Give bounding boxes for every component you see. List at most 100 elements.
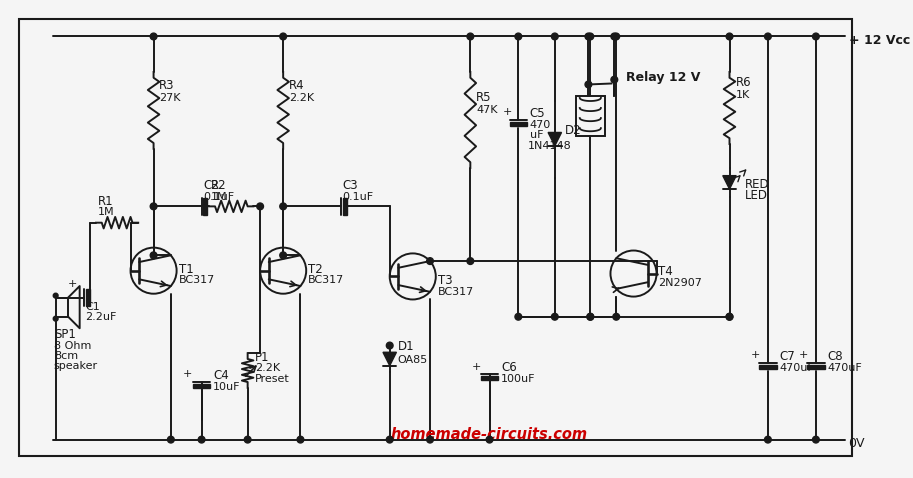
Circle shape bbox=[297, 436, 304, 443]
Circle shape bbox=[587, 314, 593, 320]
Polygon shape bbox=[760, 365, 777, 369]
Text: R3: R3 bbox=[160, 79, 174, 92]
Polygon shape bbox=[481, 376, 498, 380]
Text: Preset: Preset bbox=[256, 374, 290, 384]
Text: C2: C2 bbox=[204, 179, 219, 192]
Text: D2: D2 bbox=[564, 124, 581, 137]
Text: C1: C1 bbox=[86, 302, 100, 312]
Polygon shape bbox=[383, 352, 396, 366]
Text: 2.2K: 2.2K bbox=[256, 363, 280, 373]
Circle shape bbox=[245, 436, 251, 443]
Circle shape bbox=[764, 33, 771, 40]
Text: uF: uF bbox=[530, 130, 543, 140]
Text: R5: R5 bbox=[476, 91, 491, 104]
Text: 1N4148: 1N4148 bbox=[528, 141, 572, 151]
Circle shape bbox=[53, 293, 58, 298]
Circle shape bbox=[551, 314, 558, 320]
Text: BC317: BC317 bbox=[179, 275, 215, 285]
Circle shape bbox=[585, 33, 592, 40]
Circle shape bbox=[467, 33, 474, 40]
Text: BC317: BC317 bbox=[437, 287, 474, 297]
Text: 1K: 1K bbox=[736, 90, 750, 100]
Text: C8: C8 bbox=[827, 350, 843, 363]
Circle shape bbox=[515, 33, 521, 40]
Circle shape bbox=[426, 258, 434, 264]
Text: speaker: speaker bbox=[54, 360, 98, 370]
Text: 0.1uF: 0.1uF bbox=[342, 192, 373, 202]
Circle shape bbox=[151, 203, 157, 210]
Circle shape bbox=[813, 436, 819, 443]
Text: 0.1uF: 0.1uF bbox=[204, 192, 235, 202]
Text: C5: C5 bbox=[530, 107, 545, 120]
Polygon shape bbox=[193, 384, 210, 388]
Text: 2.2K: 2.2K bbox=[289, 93, 314, 103]
Circle shape bbox=[587, 33, 593, 40]
Circle shape bbox=[587, 314, 593, 320]
Polygon shape bbox=[807, 365, 824, 369]
Circle shape bbox=[611, 76, 618, 83]
Text: +: + bbox=[472, 361, 482, 371]
Circle shape bbox=[386, 342, 394, 349]
Text: C3: C3 bbox=[342, 179, 358, 192]
Bar bbox=[576, 96, 604, 136]
Text: C6: C6 bbox=[501, 361, 517, 374]
Text: +: + bbox=[503, 107, 512, 117]
Text: 8cm: 8cm bbox=[54, 351, 78, 361]
Text: OA85: OA85 bbox=[397, 355, 427, 365]
Circle shape bbox=[167, 436, 174, 443]
Text: BC317: BC317 bbox=[308, 275, 344, 285]
Text: 47K: 47K bbox=[476, 105, 498, 115]
Circle shape bbox=[726, 314, 733, 320]
Text: 470uF: 470uF bbox=[780, 362, 814, 372]
Circle shape bbox=[813, 33, 819, 40]
Text: 8 Ohm: 8 Ohm bbox=[54, 341, 91, 351]
Text: C7: C7 bbox=[780, 350, 795, 363]
Text: C4: C4 bbox=[213, 369, 229, 382]
Text: +: + bbox=[750, 350, 760, 360]
Polygon shape bbox=[723, 175, 736, 189]
Text: R1: R1 bbox=[98, 196, 113, 208]
Text: 27K: 27K bbox=[160, 93, 181, 103]
Text: 2.2uF: 2.2uF bbox=[86, 312, 117, 322]
Text: Relay 12 V: Relay 12 V bbox=[625, 71, 700, 84]
Polygon shape bbox=[204, 198, 207, 215]
Circle shape bbox=[151, 252, 157, 259]
Bar bbox=[56, 297, 68, 317]
Circle shape bbox=[198, 436, 205, 443]
Polygon shape bbox=[509, 122, 527, 126]
Text: R2: R2 bbox=[211, 179, 226, 192]
Circle shape bbox=[257, 203, 264, 210]
Circle shape bbox=[726, 33, 733, 40]
Text: +: + bbox=[799, 350, 808, 360]
Circle shape bbox=[515, 314, 521, 320]
Text: T3: T3 bbox=[437, 274, 452, 287]
Text: T2: T2 bbox=[308, 262, 323, 276]
Text: 10uF: 10uF bbox=[213, 382, 241, 391]
Text: 100uF: 100uF bbox=[501, 374, 536, 384]
Circle shape bbox=[611, 33, 618, 40]
Circle shape bbox=[467, 258, 474, 264]
Circle shape bbox=[426, 436, 434, 443]
Text: 470uF: 470uF bbox=[827, 362, 862, 372]
Text: + 12 Vcc: + 12 Vcc bbox=[848, 34, 909, 47]
Text: R4: R4 bbox=[289, 79, 305, 92]
Circle shape bbox=[613, 33, 620, 40]
Text: 2N2907: 2N2907 bbox=[658, 278, 702, 288]
Text: +: + bbox=[68, 279, 78, 289]
Circle shape bbox=[585, 81, 592, 88]
Text: 470: 470 bbox=[530, 120, 551, 130]
Circle shape bbox=[279, 33, 287, 40]
Circle shape bbox=[53, 316, 58, 321]
Text: D1: D1 bbox=[397, 340, 414, 353]
Text: T4: T4 bbox=[658, 265, 673, 279]
Text: homemade-circuits.com: homemade-circuits.com bbox=[391, 427, 588, 442]
Text: 1M: 1M bbox=[98, 207, 114, 217]
Text: RED: RED bbox=[745, 178, 770, 191]
Circle shape bbox=[279, 252, 287, 259]
Circle shape bbox=[279, 203, 287, 210]
Text: +: + bbox=[183, 369, 192, 379]
Circle shape bbox=[151, 33, 157, 40]
Circle shape bbox=[386, 436, 394, 443]
Polygon shape bbox=[548, 132, 561, 146]
Circle shape bbox=[726, 314, 733, 320]
